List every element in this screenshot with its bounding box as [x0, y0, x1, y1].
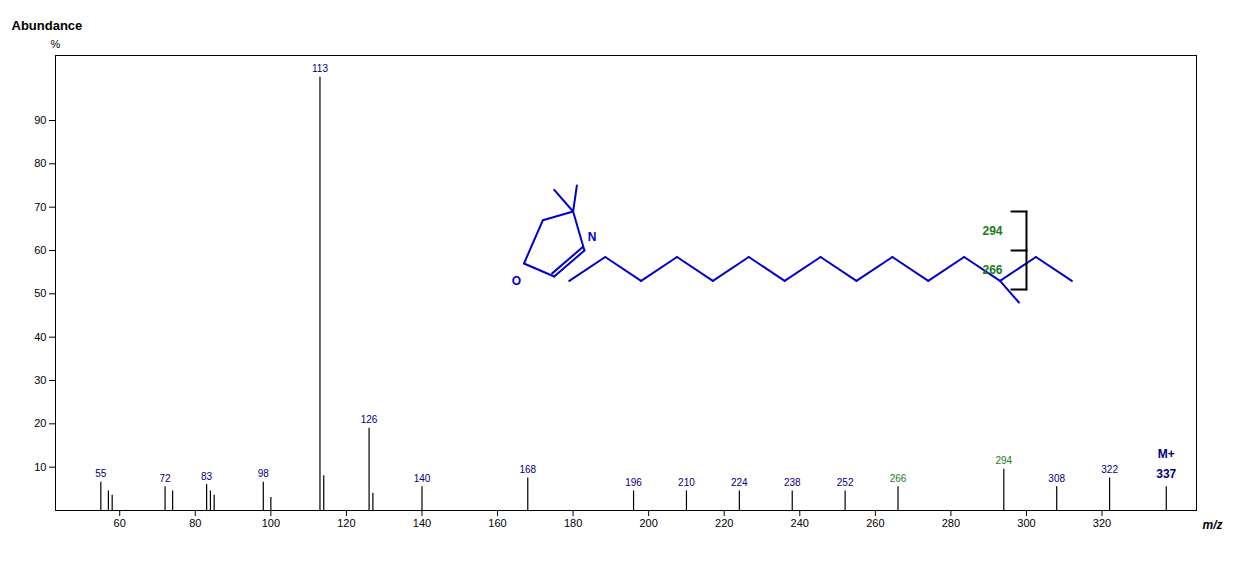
svg-text:180: 180 [564, 517, 582, 529]
svg-text:238: 238 [784, 477, 801, 488]
svg-text:50: 50 [34, 287, 46, 299]
svg-text:126: 126 [361, 414, 378, 425]
svg-text:10: 10 [34, 461, 46, 473]
svg-text:40: 40 [34, 331, 46, 343]
svg-text:55: 55 [95, 468, 107, 479]
svg-text:60: 60 [114, 517, 126, 529]
svg-text:80: 80 [34, 157, 46, 169]
svg-text:M+: M+ [1158, 447, 1175, 461]
svg-text:20: 20 [34, 417, 46, 429]
svg-text:280: 280 [942, 517, 960, 529]
svg-text:200: 200 [639, 517, 657, 529]
svg-text:100: 100 [262, 517, 280, 529]
svg-text:113: 113 [312, 63, 328, 74]
svg-text:320: 320 [1093, 517, 1111, 529]
svg-text:294: 294 [995, 455, 1012, 466]
svg-text:80: 80 [189, 517, 201, 529]
svg-text:72: 72 [160, 473, 172, 484]
svg-text:m/z: m/z [1203, 518, 1223, 532]
svg-text:120: 120 [337, 517, 355, 529]
svg-text:252: 252 [837, 477, 854, 488]
svg-text:O: O [512, 274, 521, 288]
svg-text:90: 90 [34, 114, 46, 126]
svg-text:Abundance: Abundance [12, 18, 83, 33]
svg-text:83: 83 [201, 471, 213, 482]
svg-text:337: 337 [1156, 467, 1176, 481]
svg-text:60: 60 [34, 244, 46, 256]
svg-text:308: 308 [1048, 473, 1065, 484]
svg-text:70: 70 [34, 201, 46, 213]
svg-text:%: % [51, 38, 61, 50]
svg-text:322: 322 [1101, 464, 1118, 475]
svg-text:160: 160 [488, 517, 506, 529]
svg-text:240: 240 [791, 517, 809, 529]
svg-text:260: 260 [866, 517, 884, 529]
svg-text:140: 140 [414, 473, 431, 484]
svg-text:224: 224 [731, 477, 748, 488]
svg-text:196: 196 [625, 477, 642, 488]
svg-text:266: 266 [982, 263, 1002, 277]
svg-text:220: 220 [715, 517, 733, 529]
svg-text:300: 300 [1017, 517, 1035, 529]
svg-text:N: N [588, 230, 597, 244]
svg-text:30: 30 [34, 374, 46, 386]
svg-text:294: 294 [982, 224, 1002, 238]
svg-text:98: 98 [258, 468, 270, 479]
svg-text:210: 210 [678, 477, 695, 488]
svg-text:168: 168 [519, 464, 536, 475]
svg-text:140: 140 [413, 517, 431, 529]
svg-text:266: 266 [890, 473, 907, 484]
